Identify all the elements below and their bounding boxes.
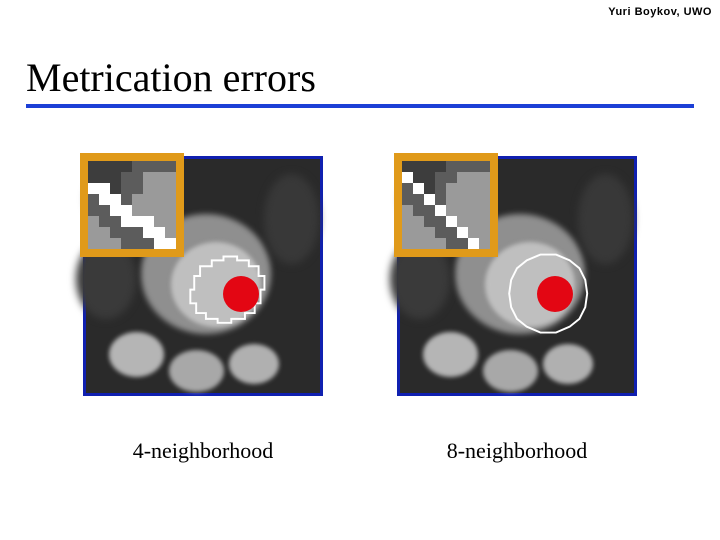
slide-title: Metrication errors: [26, 54, 316, 101]
figure-right: [397, 156, 637, 396]
inset-left: [80, 153, 184, 257]
caption-right: 8-neighborhood: [447, 438, 588, 464]
panel-8-neighborhood: 8-neighborhood: [392, 156, 642, 464]
panel-4-neighborhood: 4-neighborhood: [78, 156, 328, 464]
caption-left: 4-neighborhood: [133, 438, 274, 464]
slide: Yuri Boykov, UWO Metrication errors 4-ne…: [0, 0, 720, 540]
inset-right-grid: [402, 161, 490, 249]
inset-right: [394, 153, 498, 257]
attribution: Yuri Boykov, UWO: [608, 6, 712, 18]
inset-left-grid: [88, 161, 176, 249]
marker-dot-right: [537, 276, 573, 312]
panels-row: 4-neighborhood 8-neighborhood: [0, 156, 720, 464]
figure-left: [83, 156, 323, 396]
marker-dot-left: [223, 276, 259, 312]
title-underline: [26, 104, 694, 108]
